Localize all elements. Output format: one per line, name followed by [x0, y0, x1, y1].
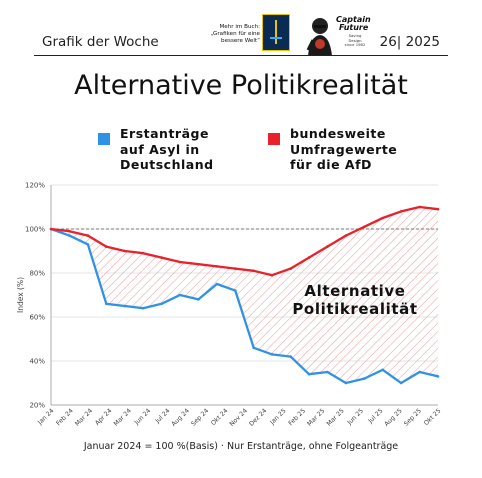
point-afd: [49, 227, 53, 231]
point-asylum: [399, 381, 403, 385]
x-tick-label: Jul 24: [154, 407, 172, 425]
point-asylum: [344, 381, 348, 385]
book-promo-line1: Mehr im Buch:: [219, 24, 260, 30]
legend-label-asylum: Erstanträge auf Asyl in Deutschland: [120, 126, 214, 172]
point-asylum: [86, 243, 90, 246]
point-afd: [197, 262, 200, 266]
x-tick-label: Nov 24: [228, 407, 248, 427]
point-asylum: [123, 304, 126, 308]
book-promo-line2: „Grafiken für eine bessere Welt“: [210, 31, 260, 44]
x-tick-label: Jun 24: [133, 407, 152, 426]
point-afd: [344, 234, 348, 237]
point-afd: [141, 251, 145, 255]
series-line-afd: [50, 205, 439, 277]
point-afd: [252, 269, 255, 273]
chart-title: Alternative Politikrealität: [74, 70, 408, 101]
brand-tagline: Saving Design since 1982: [344, 33, 366, 47]
point-afd: [289, 267, 292, 270]
y-axis-label: Index (%): [16, 277, 25, 313]
x-tick-label: Mar 24: [113, 407, 133, 427]
point-asylum: [418, 370, 421, 374]
x-tick-label: Jan 25: [268, 407, 287, 426]
x-tick-label: Mar 25: [326, 407, 346, 427]
x-tick-label: Aug 25: [383, 407, 403, 427]
legend-swatch-afd: [268, 133, 280, 145]
book-cover-icon: [262, 14, 290, 51]
point-afd: [86, 234, 90, 237]
x-tick-label: Feb 25: [287, 407, 307, 427]
point-afd: [234, 267, 237, 270]
point-asylum: [381, 368, 385, 372]
x-tick-label: Okt 24: [210, 407, 230, 427]
x-tick-label: Dez 24: [248, 407, 268, 427]
point-afd: [178, 260, 182, 264]
point-afd: [68, 229, 71, 233]
gap-area-hatch: [51, 207, 438, 383]
header-series-title: Grafik der Woche: [42, 34, 159, 50]
x-tick-label: Jun 25: [346, 407, 365, 426]
point-asylum: [215, 282, 219, 286]
x-tick-label: Aug 24: [170, 407, 190, 427]
annotation-label: Politikrealität: [292, 300, 417, 318]
x-tick-label: Sep 24: [190, 407, 210, 427]
point-asylum: [197, 298, 200, 301]
point-afd: [160, 256, 163, 259]
legend-swatch-asylum: [98, 133, 110, 145]
point-asylum: [363, 377, 366, 380]
point-afd: [326, 245, 329, 248]
point-asylum: [307, 372, 311, 376]
x-tick-label: Apr 24: [94, 407, 114, 427]
point-asylum: [160, 302, 163, 306]
x-tick-label: Jul 25: [367, 407, 385, 425]
x-tick-label: Okt 25: [423, 407, 443, 427]
point-afd: [381, 216, 385, 220]
header-divider: [34, 55, 448, 56]
annotation-label: Alternative: [304, 282, 405, 300]
line-chart: 20%40%60%80%100%120%Index (%)Jan 24 Feb 2…: [16, 182, 443, 428]
point-asylum: [141, 306, 145, 310]
header: Grafik der Woche Mehr im Buch: „Grafiken…: [0, 0, 482, 64]
point-afd: [436, 207, 440, 211]
point-asylum: [105, 302, 108, 306]
x-tick-label: Mar 24: [74, 407, 94, 427]
captain-future-mascot-icon: [306, 18, 332, 56]
point-asylum: [289, 355, 292, 358]
point-afd: [123, 249, 126, 253]
legend-label-afd: bundesweite Umfragewerte für die AfD: [290, 126, 398, 172]
point-afd: [399, 210, 403, 213]
y-tick-label: 60%: [29, 314, 45, 322]
point-afd: [270, 273, 274, 277]
point-asylum: [436, 375, 440, 378]
point-afd: [307, 256, 311, 259]
point-asylum: [326, 370, 329, 374]
y-tick-label: 40%: [29, 358, 45, 366]
y-tick-label: 80%: [29, 270, 45, 278]
point-asylum: [270, 353, 274, 356]
point-afd: [215, 265, 219, 268]
x-tick-label: Feb 24: [55, 407, 75, 427]
point-afd: [105, 245, 108, 248]
y-tick-label: 100%: [25, 226, 45, 234]
issue-number: 26| 2025: [379, 34, 440, 50]
point-afd: [418, 205, 421, 209]
point-asylum: [68, 234, 71, 237]
brand-logo: Captain Future: [336, 15, 371, 32]
x-tick-label: Jan 24: [36, 407, 55, 426]
point-afd: [363, 225, 366, 229]
point-asylum: [178, 293, 182, 297]
x-tick-label: Mar 25: [306, 407, 326, 427]
footnote: Januar 2024 = 100 %(Basis) · Nur Erstant…: [83, 441, 399, 452]
y-tick-label: 120%: [25, 182, 45, 190]
y-tick-label: 20%: [29, 402, 45, 410]
point-asylum: [234, 289, 237, 292]
book-promo: Mehr im Buch: „Grafiken für eine bessere…: [200, 24, 260, 45]
x-tick-label: Sep 25: [403, 407, 423, 427]
point-asylum: [252, 346, 255, 350]
series-line-asylum: [50, 227, 439, 385]
